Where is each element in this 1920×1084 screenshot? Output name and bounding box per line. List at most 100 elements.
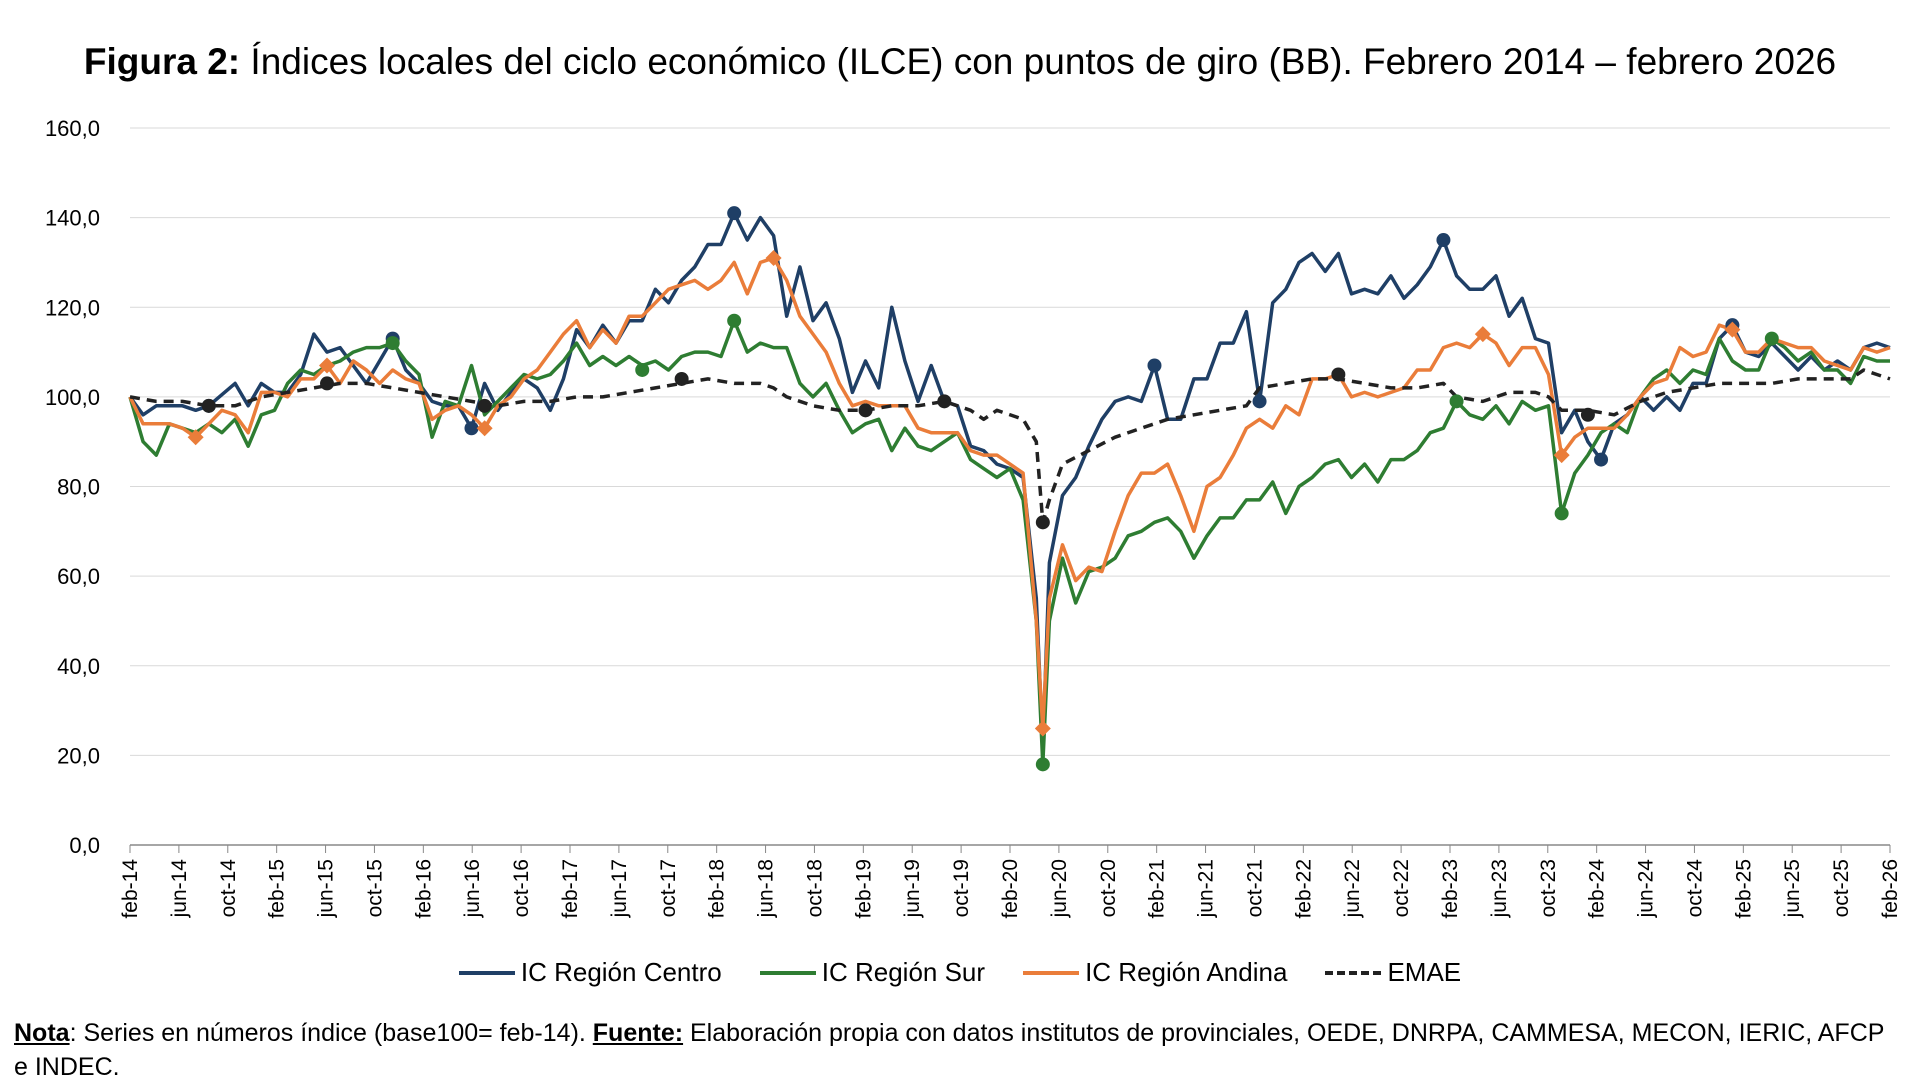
x-tick-label: feb-18 [706, 859, 729, 919]
x-tick-label: jun-21 [1195, 859, 1218, 918]
title-text: Índices locales del ciclo económico (ILC… [240, 41, 1837, 82]
x-tick-label: jun-20 [1048, 859, 1071, 918]
turning-point-marker [1331, 367, 1346, 382]
x-tick-label: jun-14 [168, 859, 191, 919]
legend-label-emae: EMAE [1387, 957, 1462, 987]
x-tick-label: oct-24 [1683, 859, 1706, 918]
turning-point-marker [674, 371, 689, 386]
turning-point-marker [1035, 515, 1050, 530]
turning-point-marker [937, 394, 952, 409]
source-text: Elaboración propia con datos institutos … [14, 1019, 1884, 1081]
x-tick-label: oct-19 [950, 859, 973, 917]
x-tick-label: feb-23 [1439, 859, 1462, 919]
x-tick-label: feb-25 [1732, 859, 1755, 919]
turning-point-marker [476, 420, 493, 437]
figure-label: Figura 2: [83, 41, 241, 82]
x-tick-label: oct-20 [1097, 859, 1120, 917]
line-chart: 0,020,040,060,080,0100,0120,0140,0160,0 … [45, 116, 1902, 919]
x-tick-label: oct-25 [1830, 859, 1853, 917]
series-line-emae [129, 368, 1891, 525]
turning-point-marker [727, 313, 742, 328]
turning-point-marker [319, 357, 336, 374]
legend-swatch-centro [458, 970, 515, 975]
x-axis-ticks: feb-14 jun-14 oct-14 feb-15 jun-15 oct-15 feb-… [119, 859, 1902, 919]
x-tick-label: feb-19 [852, 859, 875, 919]
source-label: Fuente: [592, 1019, 684, 1047]
x-tick-label: oct-21 [1243, 859, 1266, 917]
turning-point-marker [1594, 452, 1609, 467]
legend-item-centro: IC Región Centro [458, 957, 722, 988]
x-tick-label: feb-15 [266, 859, 289, 919]
x-tick-label: feb-20 [999, 859, 1022, 919]
turning-point-marker [1724, 321, 1741, 338]
legend-swatch-emae [1325, 970, 1382, 975]
series-lines [128, 211, 1891, 767]
y-tick-label: 60,0 [57, 564, 100, 589]
x-tick-label: jun-22 [1341, 859, 1364, 918]
turning-point-markers [187, 206, 1779, 772]
turning-point-marker [765, 249, 782, 266]
turning-point-marker [1035, 757, 1050, 772]
turning-point-marker [201, 398, 216, 413]
turning-point-marker [1449, 394, 1464, 409]
y-tick-label: 20,0 [57, 743, 100, 768]
x-tick-label: jun-25 [1781, 859, 1804, 918]
legend-label-andina: IC Región Andina [1085, 957, 1288, 987]
turning-point-marker [385, 336, 400, 351]
chart-legend: IC Región Centro IC Región Sur IC Región… [0, 957, 1920, 988]
legend-swatch-andina [1023, 970, 1080, 975]
chart-note: Nota: Series en números índice (base100=… [14, 1016, 1904, 1084]
turning-point-marker [464, 421, 479, 436]
x-tick-label: feb-16 [412, 859, 435, 919]
turning-point-marker [1554, 506, 1569, 521]
note-label: Nota [14, 1019, 70, 1047]
x-tick-label: oct-17 [657, 859, 680, 917]
legend-item-sur: IC Región Sur [759, 957, 986, 988]
turning-point-marker [858, 403, 873, 418]
turning-point-marker [1474, 326, 1491, 343]
turning-point-marker [1764, 331, 1779, 346]
turning-point-marker [1147, 358, 1162, 373]
x-tick-label: jun-24 [1635, 859, 1658, 919]
y-tick-label: 40,0 [57, 654, 100, 679]
y-tick-label: 140,0 [45, 206, 100, 231]
x-tick-label: oct-16 [510, 859, 533, 917]
legend-label-sur: IC Región Sur [821, 957, 986, 987]
legend-item-andina: IC Región Andina [1023, 957, 1287, 988]
x-tick-label: oct-15 [363, 859, 386, 917]
turning-point-marker [727, 206, 742, 221]
y-tick-label: 0,0 [69, 833, 100, 858]
x-tick-label: feb-21 [1146, 859, 1169, 919]
x-tick-label: oct-14 [217, 859, 240, 918]
turning-point-marker [320, 376, 335, 391]
x-tick-label: oct-23 [1537, 859, 1560, 917]
turning-point-marker [1553, 447, 1570, 464]
series-line-ic-regi-n-centro [128, 211, 1891, 749]
x-tick-label: jun-17 [608, 859, 631, 918]
turning-point-marker [1034, 720, 1051, 737]
x-tick-label: feb-26 [1879, 859, 1902, 919]
y-tick-label: 80,0 [57, 475, 100, 500]
legend-item-emae: EMAE [1325, 957, 1461, 988]
series-line-ic-regi-n-sur [128, 318, 1890, 767]
gridlines [129, 127, 1891, 853]
turning-point-marker [1580, 407, 1595, 422]
x-tick-label: jun-18 [755, 859, 778, 918]
y-axis-ticks: 0,0 20,0 40,0 60,0 80,0 100,0 120,0 140,0 160,0 [45, 116, 100, 858]
legend-label-centro: IC Región Centro [520, 957, 722, 987]
y-tick-label: 100,0 [45, 385, 100, 410]
y-tick-label: 160,0 [45, 116, 100, 141]
x-tick-label: oct-22 [1390, 859, 1413, 917]
turning-point-marker [1252, 394, 1267, 409]
x-tick-label: feb-14 [119, 859, 142, 919]
x-tick-label: jun-16 [461, 859, 484, 918]
note-text: : Series en números índice (base100= feb… [69, 1019, 593, 1047]
x-tick-label: feb-17 [559, 859, 582, 919]
x-tick-label: jun-23 [1488, 859, 1511, 918]
turning-point-marker [187, 429, 204, 446]
series-line-ic-regi-n-andina [128, 256, 1891, 731]
x-tick-label: feb-24 [1586, 859, 1609, 919]
x-tick-label: oct-18 [803, 859, 826, 917]
turning-point-marker [477, 398, 492, 413]
legend-swatch-sur [759, 970, 816, 975]
